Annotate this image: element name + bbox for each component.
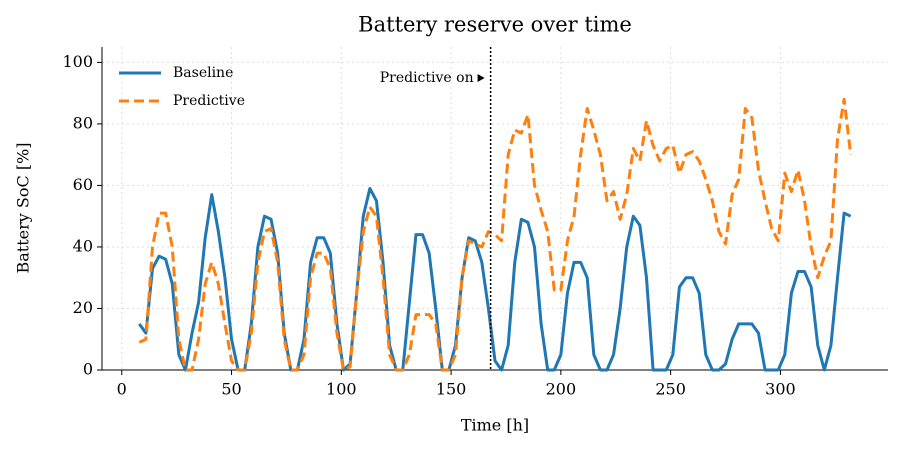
x-tick-label: 0 [117,380,127,399]
x-tick-label: 100 [326,380,357,399]
line-series [138,187,852,372]
annotation-arrow [477,74,485,82]
y-tick-label: 100 [62,52,93,71]
legend-label: Predictive [173,93,245,109]
x-tick-label: 200 [546,380,577,399]
y-tick-label: 80 [73,113,93,132]
y-tick-label: 40 [73,236,93,255]
x-tick-label: 150 [436,380,467,399]
x-tick-label: 50 [221,380,241,399]
x-axis-label: Time [h] [461,416,529,435]
y-tick-label: 60 [73,175,93,194]
y-tick-label: 20 [73,298,93,317]
chart-title: Battery reserve over time [358,13,632,37]
legend-label: Baseline [173,65,233,81]
y-axis-label: Battery SoC [%] [14,142,33,273]
y-tick-label: 0 [83,360,93,379]
annotation-text: Predictive on [380,70,474,86]
x-tick-label: 250 [655,380,686,399]
line-series [138,97,853,372]
x-tick-label: 300 [765,380,796,399]
